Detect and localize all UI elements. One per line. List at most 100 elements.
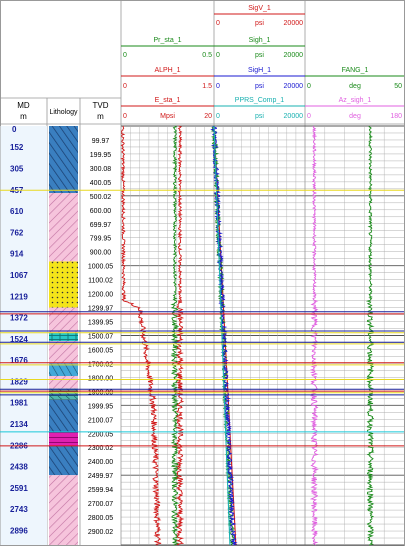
tvd-tick-label: 2900.02 — [88, 529, 113, 536]
lithology-interval — [49, 126, 78, 194]
tvd-title: TVD — [93, 101, 109, 110]
curve-name: SigV_1 — [248, 5, 271, 12]
tvd-tick-label: 1100.02 — [88, 278, 113, 285]
lithology-interval — [49, 475, 78, 545]
tvd-column: 99.97 199.95 300.08 400.05 500.02 600.00 699.9… — [88, 138, 113, 536]
lithology-interval — [49, 193, 78, 262]
lithology-interval — [49, 261, 78, 308]
tvd-tick-label: 1299.97 — [88, 306, 113, 313]
lithology-interval — [49, 399, 78, 432]
curve-name: SigH_1 — [248, 67, 271, 74]
md-tick-label: 305 — [10, 165, 24, 174]
md-tick-label: 152 — [10, 143, 24, 152]
track3-header: FANG_1 0 deg 50 Az_sigh_1 0 deg 180 — [305, 67, 404, 120]
lithology-interval — [49, 376, 78, 389]
tvd-tick-label: 699.97 — [90, 222, 112, 229]
curve-max: 1.5 — [202, 83, 212, 90]
md-tick-label: 2743 — [10, 505, 28, 514]
curve-unit: psi — [255, 113, 264, 120]
md-tick-label: 2896 — [10, 526, 28, 535]
curve-min: 0 — [123, 113, 127, 120]
track2-header: SigV_1 0 psi 20000 Sigh_1 0 psi 20000 Si… — [214, 5, 305, 120]
tvd-tick-label: 1500.07 — [88, 334, 113, 341]
md-tick-label: 1524 — [10, 335, 28, 344]
md-tick-label: 2438 — [10, 463, 28, 472]
tvd-tick-label: 2700.07 — [88, 501, 113, 508]
tvd-tick-label: 600.00 — [90, 208, 112, 215]
tvd-unit: m — [97, 112, 104, 121]
lithology-interval — [49, 363, 78, 377]
horizon-lines — [0, 189, 404, 447]
curve-max: 20 — [204, 113, 212, 120]
curve-max: 0.5 — [202, 52, 212, 59]
tvd-tick-label: 1600.05 — [88, 347, 113, 354]
tvd-tick-label: 199.95 — [90, 152, 112, 159]
curve-name: FANG_1 — [342, 67, 369, 74]
curve-header-fang: FANG_1 0 deg 50 — [305, 67, 404, 90]
tvd-tick-label: 2400.00 — [88, 459, 113, 466]
curve-name: PPRS_Comp_1 — [235, 97, 285, 104]
md-column-bg — [0, 126, 47, 545]
lithology-interval — [49, 332, 78, 342]
lithology-interval — [49, 388, 78, 400]
md-tick-label: 1372 — [10, 314, 28, 323]
tvd-tick-label: 2100.07 — [88, 417, 113, 424]
tvd-tick-label: 2200.05 — [88, 431, 113, 438]
track-grid — [121, 125, 404, 546]
tvd-tick-label: 99.97 — [92, 138, 110, 145]
tvd-tick-label: 300.08 — [90, 166, 112, 173]
curve-name: ALPH_1 — [154, 67, 180, 74]
curve-fang_1 — [365, 125, 375, 546]
curve-unit: psi — [255, 20, 264, 27]
curve-name: Az_sigh_1 — [339, 97, 372, 104]
md-tick-label: 1067 — [10, 271, 28, 280]
curve-name: E_sta_1 — [155, 97, 181, 104]
curve-min: 0 — [216, 52, 220, 59]
curve-unit: deg — [349, 83, 361, 90]
curve-pprs_comp_1 — [213, 126, 231, 545]
tvd-tick-label: 799.95 — [90, 236, 112, 243]
md-tick-label: 1981 — [10, 399, 28, 408]
curve-min: 0 — [123, 52, 127, 59]
tvd-tick-label: 1800.00 — [88, 375, 113, 382]
lithology-column — [49, 126, 78, 545]
depth-headers: MD m Lithology TVD m — [17, 101, 108, 121]
curve-unit: deg — [349, 113, 361, 120]
md-title: MD — [17, 101, 30, 110]
curve-max: 20000 — [284, 83, 304, 90]
lithology-title: Lithology — [49, 109, 78, 116]
curve-pr_sta_1 — [170, 125, 180, 546]
curve-header-sigh: Sigh_1 0 psi 20000 — [214, 37, 305, 59]
curve-min: 0 — [307, 113, 311, 120]
curve-header-alph: ALPH_1 0 1.5 — [121, 67, 214, 90]
curve-min: 0 — [123, 83, 127, 90]
tvd-tick-label: 1399.95 — [88, 320, 113, 327]
curve-unit: psi — [255, 52, 264, 59]
log-curves — [120, 125, 375, 546]
tvd-tick-label: 2300.02 — [88, 445, 113, 452]
curve-name: Sigh_1 — [249, 37, 271, 44]
curve-header-az-sigh: Az_sigh_1 0 deg 180 — [305, 97, 404, 120]
tvd-tick-label: 2800.05 — [88, 515, 113, 522]
curve-alph_1 — [175, 125, 185, 546]
tvd-tick-label: 1000.05 — [88, 264, 113, 271]
curve-header-pr-sta: Pr_sta_1 0 0.5 — [121, 37, 214, 59]
curve-min: 0 — [216, 83, 220, 90]
tvd-tick-label: 500.02 — [90, 194, 112, 201]
curve-min: 0 — [307, 83, 311, 90]
curve-e_sta_1 — [120, 125, 162, 546]
tvd-tick-label: 1200.00 — [88, 292, 113, 299]
tvd-tick-label: 2499.97 — [88, 473, 113, 480]
curve-max: 50 — [394, 83, 402, 90]
curve-max: 20000 — [284, 113, 304, 120]
md-tick-label: 2591 — [10, 484, 28, 493]
md-column: 0152305457610762914106712191372152416761… — [0, 125, 47, 545]
curve-max: 180 — [390, 113, 402, 120]
track1-header: Pr_sta_1 0 0.5 ALPH_1 0 1.5 E_sta_1 0 Mp… — [121, 37, 214, 120]
curve-min: 0 — [216, 113, 220, 120]
md-tick-label: 1829 — [10, 377, 28, 386]
curve-max: 20000 — [284, 52, 304, 59]
md-tick-label: 0 — [12, 125, 17, 134]
lithology-interval — [49, 445, 78, 476]
